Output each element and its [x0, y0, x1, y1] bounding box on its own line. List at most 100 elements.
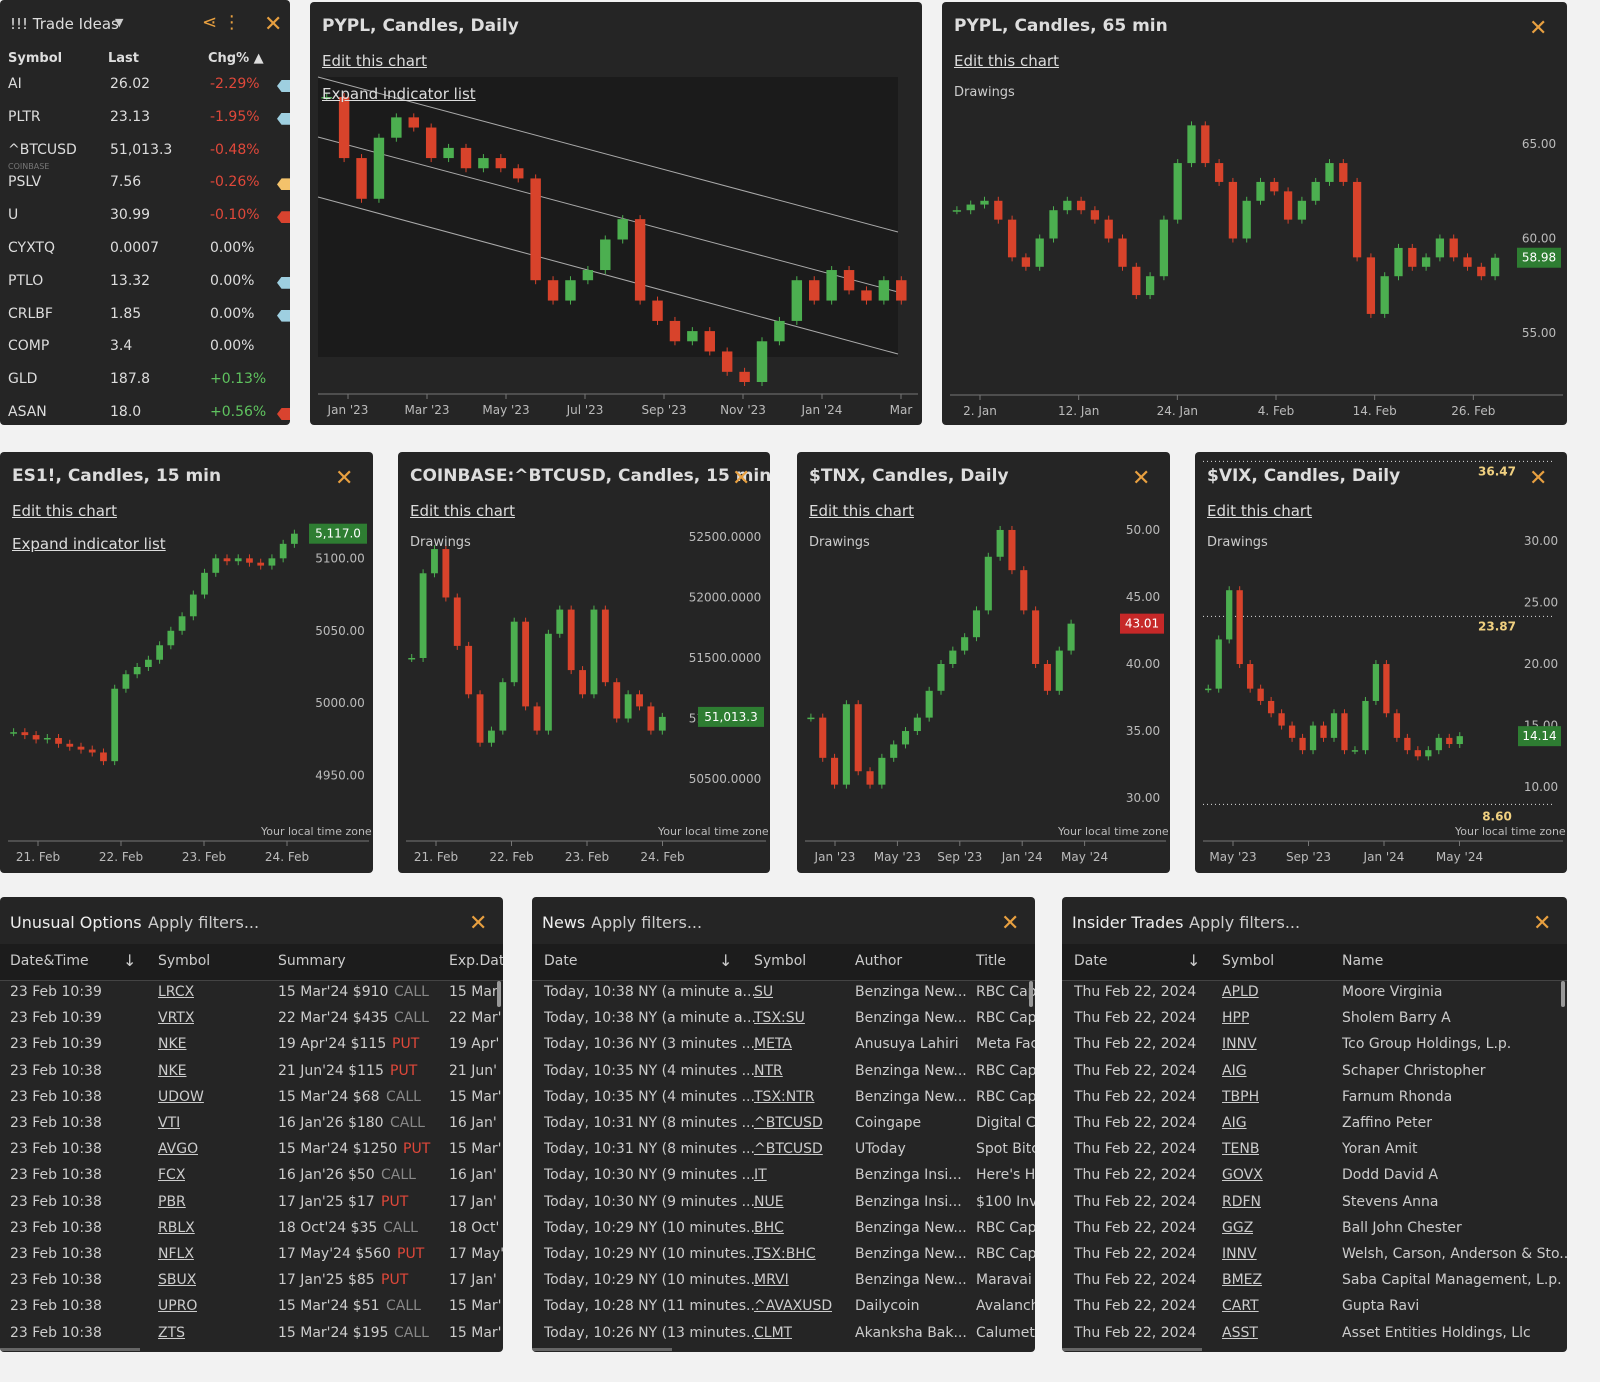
symbol-link[interactable]: ^BTCUSD [754, 1141, 823, 1158]
symbol-link[interactable]: NKE [158, 1036, 187, 1053]
sort-arrow[interactable]: ↓ [719, 951, 733, 970]
symbol-link[interactable]: BHC [754, 1219, 784, 1236]
symbol-link[interactable]: NUE [754, 1193, 784, 1210]
cell: Digital Cl [976, 1115, 1035, 1131]
last-price: 7.56 [110, 174, 142, 191]
symbol-link[interactable]: META [754, 1036, 792, 1053]
symbol-link[interactable]: ASST [1222, 1324, 1258, 1341]
symbol-link[interactable]: ^AVAXUSD [754, 1298, 833, 1315]
symbol-link[interactable]: BMEZ [1222, 1272, 1263, 1289]
close-button[interactable]: ✕ [1533, 911, 1552, 936]
symbol-link[interactable]: VRTX [158, 1010, 195, 1027]
symbol[interactable]: CYXTQ [8, 240, 55, 256]
symbol-link[interactable]: NFLX [158, 1246, 194, 1262]
symbol[interactable]: ASAN [8, 404, 47, 420]
symbol[interactable]: GLD [8, 371, 38, 388]
symbol-link[interactable]: SU [754, 984, 774, 1000]
chart-link[interactable]: Edit this chart [410, 502, 515, 520]
chart-panel: 2. Jan 12. Jan 24. Jan 4. Feb 14. Feb 26. Feb… [942, 2, 1567, 425]
symbol-link[interactable]: TBPH [1222, 1088, 1260, 1105]
symbol-link[interactable]: INNV [1222, 1246, 1257, 1262]
symbol-link[interactable]: RBLX [158, 1219, 195, 1236]
close-button[interactable]: ✕ [1132, 466, 1151, 491]
candle [1288, 725, 1296, 738]
symbol[interactable]: PSLV [8, 174, 42, 191]
symbol-link[interactable]: HPP [1222, 1010, 1250, 1027]
symbol-link[interactable]: ^BTCUSD [754, 1115, 823, 1131]
close-button[interactable]: ✕ [1529, 16, 1548, 41]
candle [1339, 163, 1348, 182]
symbol-link[interactable]: AVGO [158, 1141, 199, 1158]
symbol[interactable]: ^BTCUSD [8, 141, 77, 158]
cell: Benzinga New... [855, 984, 967, 1000]
symbol[interactable]: CRLBF [8, 305, 53, 322]
close-button[interactable]: ✕ [264, 12, 283, 37]
sort-arrow[interactable]: ↓ [123, 951, 137, 970]
chart-link[interactable]: Edit this chart [322, 52, 427, 70]
symbol[interactable]: PTLO [8, 272, 44, 289]
chart-link[interactable]: Edit this chart [12, 502, 117, 520]
symbol-link[interactable]: FCX [158, 1167, 186, 1184]
dropdown-caret[interactable]: ▼ [115, 16, 124, 29]
last-price-label: 14.14 [1522, 729, 1556, 743]
filter-link[interactable]: Apply filters... [591, 913, 703, 932]
candle [453, 597, 461, 646]
symbol-link[interactable]: RDFN [1222, 1193, 1262, 1210]
symbol-link[interactable]: GGZ [1222, 1219, 1254, 1236]
symbol-link[interactable]: UDOW [158, 1088, 204, 1105]
symbol-link[interactable]: TSX:BHC [754, 1246, 816, 1262]
chart-link[interactable]: Edit this chart [809, 502, 914, 520]
symbol-link[interactable]: APLD [1222, 984, 1259, 1000]
chart-link[interactable]: Edit this chart [954, 52, 1059, 70]
chart-link[interactable]: Edit this chart [1207, 502, 1312, 520]
column-header: Name [1342, 953, 1384, 969]
cell: Maravai I [976, 1272, 1035, 1289]
candle [1311, 181, 1320, 201]
symbol-link[interactable]: LRCX [158, 984, 195, 1000]
symbol-link[interactable]: VTI [158, 1115, 181, 1131]
close-button[interactable]: ✕ [469, 911, 488, 936]
channel-line [317, 196, 899, 355]
candle [1351, 750, 1359, 752]
symbol-link[interactable]: GOVX [1222, 1167, 1263, 1184]
close-button[interactable]: ✕ [335, 466, 354, 491]
cell: Avalanch [976, 1298, 1035, 1315]
close-button[interactable]: ✕ [1529, 466, 1548, 491]
symbol-link[interactable]: MRVI [754, 1272, 789, 1289]
symbol-link[interactable]: INNV [1222, 1036, 1257, 1053]
toolbar-icons[interactable]: ⋖ ⋮ [202, 12, 241, 33]
symbol-link[interactable]: PBR [158, 1193, 186, 1210]
symbol[interactable]: AI [8, 76, 22, 92]
symbol-link[interactable]: AIG [1222, 1115, 1247, 1131]
symbol[interactable]: PLTR [8, 108, 41, 125]
scrollbar [1029, 981, 1033, 1007]
candle [1446, 737, 1453, 745]
candle [1118, 238, 1127, 267]
symbol-link[interactable]: NTR [754, 1062, 783, 1079]
symbol-link[interactable]: UPRO [158, 1298, 198, 1315]
cell: Thu Feb 22, 2024 [1074, 1010, 1197, 1027]
symbol-link[interactable]: SBUX [158, 1272, 197, 1289]
chart-link[interactable]: Expand indicator list [12, 535, 166, 553]
sort-arrow[interactable]: ↓ [1187, 951, 1201, 970]
symbol-link[interactable]: ZTS [158, 1324, 186, 1341]
cell: Ball John Chester [1342, 1219, 1462, 1236]
symbol-link[interactable]: NKE [158, 1062, 187, 1079]
symbol-link[interactable]: AIG [1222, 1062, 1247, 1079]
symbol-link[interactable]: TSX:SU [754, 1010, 805, 1027]
symbol-link[interactable]: IT [754, 1167, 767, 1184]
symbol-link[interactable]: TSX:NTR [754, 1088, 815, 1105]
change-percent: -0.48% [210, 141, 260, 158]
symbol-link[interactable]: TENB [1222, 1141, 1260, 1158]
close-button[interactable]: ✕ [1001, 911, 1020, 936]
close-button[interactable]: ✕ [732, 466, 751, 491]
candle [1325, 163, 1334, 182]
filter-link[interactable]: Apply filters... [148, 913, 260, 932]
symbol-link[interactable]: CLMT [754, 1324, 793, 1341]
symbol[interactable]: U [8, 207, 19, 224]
cell: Welsh, Carson, Anderson & Sto... [1342, 1246, 1567, 1262]
symbol-link[interactable]: CART [1222, 1298, 1259, 1315]
symbol[interactable]: COMP [8, 338, 50, 355]
filter-link[interactable]: Apply filters... [1189, 913, 1301, 932]
chart-link[interactable]: Expand indicator list [322, 85, 476, 103]
